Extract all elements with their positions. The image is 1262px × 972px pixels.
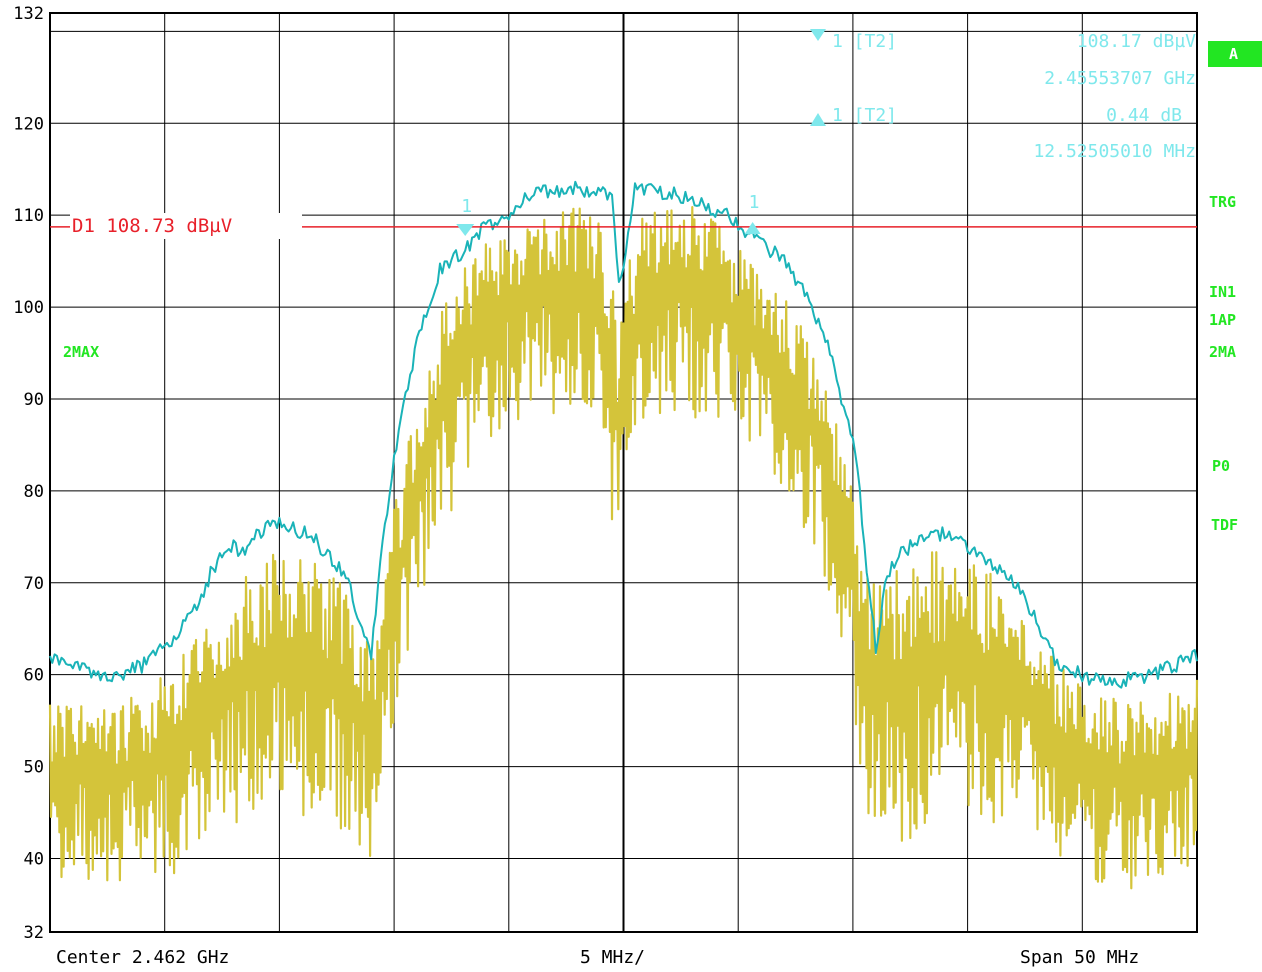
span-label: Span 50 MHz [1020,947,1139,968]
delta-marker-triangle-icon [810,113,826,126]
y-tick-label: 40 [24,849,44,869]
marker-trace-tag: 1 [461,196,472,217]
clear-write-trace [48,206,1199,890]
y-tick-label: 70 [24,574,44,594]
side-label-1ap: 1AP [1209,311,1236,329]
y-tick-label: 90 [24,390,44,410]
side-label-trg: TRG [1209,193,1236,211]
y-tick-label: 120 [13,114,44,134]
y-tick-label: 50 [24,758,44,778]
y-tick-label: 80 [24,482,44,502]
max-hold-trace [49,180,1198,689]
y-tick-label: 132 [13,4,44,24]
display-line-label-bg [70,213,302,239]
side-label-in1: IN1 [1209,283,1236,301]
marker-trace-tag: 1 [749,192,760,213]
marker-1-level: 108.17 dBµV [1077,31,1196,52]
y-tick-label: 110 [13,206,44,226]
y-tick-label: 100 [13,298,44,318]
y-axis-tick-labels: 132 120 110 100 90 80 70 60 50 40 32 [13,4,44,943]
trace-a-badge [1208,41,1262,67]
marker-1-label: 1 [T2] [832,31,897,52]
side-label-tdf: TDF [1211,516,1238,534]
max-hold-trace-line [49,180,1198,689]
y-tick-label: 60 [24,666,44,686]
clear-write-trace-line [48,206,1199,890]
delta-marker-label: 1 [T2] [832,105,897,126]
side-label-2ma: 2MA [1209,343,1236,361]
division-label: 5 MHz/ [580,947,645,968]
delta-marker-frequency: 12.52505010 MHz [1033,141,1196,162]
center-frequency-label: Center 2.462 GHz [56,947,229,968]
delta-marker-level: 0.44 dB [1106,105,1182,126]
trace-mode-label: 2MAX [63,343,99,361]
y-tick-label: 32 [24,923,44,943]
side-label-p0: P0 [1212,457,1230,475]
marker-1-frequency: 2.45553707 GHz [1044,68,1196,89]
marker-1-trace-icon [456,223,475,236]
delta-marker-trace-icon [744,221,761,234]
grid [49,12,1198,933]
display-line-label: D1 108.73 dBµV [72,215,232,237]
trace-a-badge-label: A [1229,45,1238,63]
marker-1-triangle-icon [810,29,826,41]
